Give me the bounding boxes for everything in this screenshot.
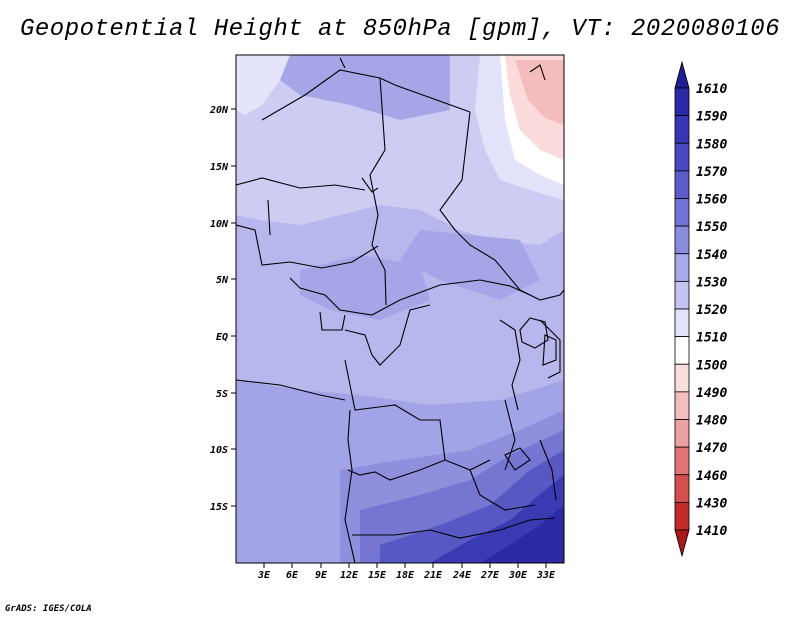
lake-chad — [361, 177, 379, 193]
field-central-patch — [400, 230, 540, 300]
lat-axis: 20N 15N 10N 5N EQ 5S 10S 15S — [209, 105, 236, 513]
colorbar-label: 1580 — [696, 137, 727, 152]
lon-label-15e: 15E — [368, 570, 387, 581]
colorbar-label: 1610 — [696, 82, 727, 97]
colorbar-box — [674, 391, 690, 420]
coast-southwest — [236, 379, 346, 401]
lat-label-5s: 5S — [216, 389, 228, 400]
colorbar-top-arrow — [674, 60, 690, 89]
colorbar-bottom-arrow — [674, 529, 690, 558]
lon-label-24e: 24E — [452, 570, 472, 581]
lake-mweru — [504, 447, 531, 471]
colorbar-box — [674, 253, 690, 282]
lon-axis: 3E 6E 9E 12E 15E 18E 21E 24E 27E 30E 33E — [257, 563, 556, 581]
colorbar-label: 1490 — [696, 386, 727, 401]
colorbar-label: 1460 — [696, 469, 727, 484]
colorbar-label: 1560 — [696, 193, 727, 208]
lat-label-10n: 10N — [210, 219, 229, 230]
lon-label-3e: 3E — [257, 570, 271, 581]
field-ne-red — [515, 60, 564, 125]
colorbar-box — [674, 115, 690, 144]
lake-tanganyika — [504, 399, 516, 471]
border-car — [289, 277, 531, 316]
field-nw-light — [236, 55, 290, 115]
border-congo — [344, 304, 431, 366]
colorbar-box — [674, 308, 690, 338]
border-zambia-zim — [469, 469, 536, 511]
colorbar-label: 1570 — [696, 165, 727, 180]
country-borders — [236, 57, 564, 563]
border-ethiopia — [519, 289, 564, 301]
colorbar-label: 1410 — [696, 524, 727, 539]
colorbar-box — [674, 474, 690, 503]
colorbar-label: 1530 — [696, 275, 727, 290]
border-west-africa — [236, 224, 379, 269]
height-field — [236, 55, 564, 563]
border-mali-niger — [236, 177, 366, 191]
lat-label-10s: 10S — [210, 445, 228, 456]
border-n-1 — [261, 69, 471, 121]
lat-label-20n: 20N — [209, 105, 229, 116]
lat-label-5n: 5N — [216, 275, 229, 286]
colorbar-box — [674, 446, 690, 476]
border-niger-chad — [369, 77, 387, 306]
colorbar-box — [674, 87, 690, 117]
colorbar-box — [674, 336, 690, 365]
border-malawi — [539, 439, 557, 501]
map-title: Geopotential Height at 850hPa [gpm], VT:… — [19, 16, 781, 43]
lon-label-9e: 9E — [315, 570, 328, 581]
lake-victoria — [519, 317, 549, 349]
lon-label-21e: 21E — [423, 570, 443, 581]
colorbar-box — [674, 142, 690, 172]
map-frame — [235, 54, 565, 564]
colorbar-label: 1480 — [696, 414, 727, 429]
colorbar-label: 1590 — [696, 110, 727, 125]
lat-label-15s: 15S — [210, 502, 228, 513]
lat-label-15n: 15N — [210, 162, 229, 173]
colorbar-box — [674, 419, 690, 448]
border-angola-zambia — [347, 459, 446, 481]
border-n-2 — [339, 57, 346, 69]
field-gulf-patch — [300, 255, 430, 320]
lon-label-12e: 12E — [340, 570, 359, 581]
colorbar-label: 1500 — [696, 358, 727, 373]
lon-label-27e: 27E — [480, 570, 500, 581]
lake-region — [542, 334, 557, 366]
border-benin — [267, 199, 271, 236]
field-south-6 — [480, 505, 564, 563]
grads-credit: GrADS: IGES/COLA — [5, 604, 92, 614]
border-sudan-ssudan — [454, 229, 521, 291]
colorbar-box — [674, 363, 690, 393]
colorbar-label: 1430 — [696, 496, 727, 511]
lon-label-30e: 30E — [508, 570, 528, 581]
colorbar: 1610 1590 1580 1570 1560 1550 1540 1530 1520 1510… — [674, 60, 727, 558]
lat-label-eq: EQ — [216, 332, 228, 343]
border-eq-guinea — [319, 311, 346, 331]
coast-angola — [344, 409, 356, 563]
colorbar-box — [674, 280, 690, 310]
lon-label-6e: 6E — [286, 570, 299, 581]
border-namibia — [352, 517, 556, 539]
colorbar-label: 1470 — [696, 441, 727, 456]
lon-label-33e: 33E — [536, 570, 556, 581]
border-drc-angola — [344, 359, 491, 471]
colorbar-label: 1550 — [696, 220, 727, 235]
colorbar-label: 1510 — [696, 331, 727, 346]
nile-delta — [529, 64, 546, 81]
colorbar-box — [674, 170, 690, 199]
border-uganda — [499, 319, 521, 411]
border-chad-sudan — [439, 111, 471, 231]
colorbar-box — [674, 501, 690, 531]
field-north-dark-patch — [280, 55, 450, 120]
colorbar-box — [674, 225, 690, 255]
colorbar-label: 1540 — [696, 248, 727, 263]
lon-label-18e: 18E — [396, 570, 415, 581]
colorbar-label: 1520 — [696, 303, 727, 318]
border-kenya — [539, 319, 561, 379]
colorbar-box — [674, 198, 690, 227]
